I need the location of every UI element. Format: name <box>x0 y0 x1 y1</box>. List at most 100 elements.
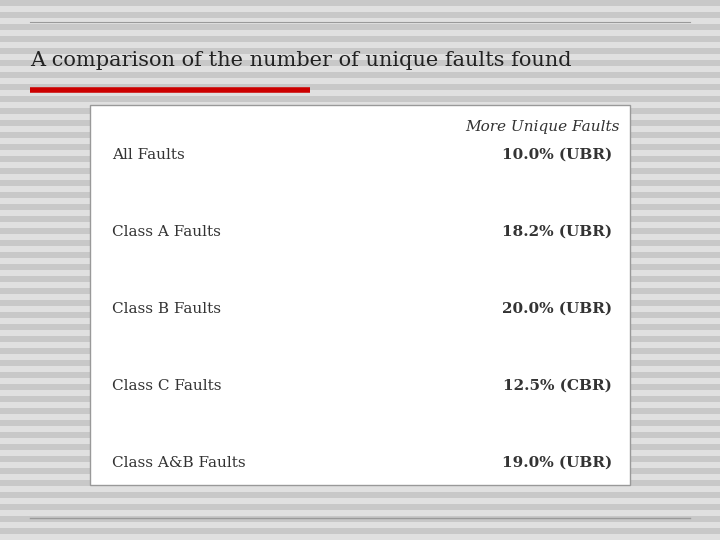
Bar <box>0 96 720 102</box>
Bar <box>0 492 720 498</box>
Bar <box>0 186 720 192</box>
Bar <box>0 408 720 414</box>
Bar <box>0 108 720 114</box>
Bar <box>0 54 720 60</box>
Bar <box>0 342 720 348</box>
Bar <box>0 0 720 6</box>
Text: 19.0% (UBR): 19.0% (UBR) <box>502 456 612 470</box>
Bar <box>0 18 720 24</box>
Bar <box>0 24 720 30</box>
Bar <box>0 372 720 378</box>
Bar <box>0 378 720 384</box>
Text: 12.5% (CBR): 12.5% (CBR) <box>503 379 612 393</box>
Bar <box>0 102 720 108</box>
Bar <box>0 402 720 408</box>
Bar <box>0 210 720 216</box>
Bar <box>0 42 720 48</box>
Bar <box>0 366 720 372</box>
Bar <box>0 324 720 330</box>
Bar <box>0 258 720 264</box>
Bar <box>0 294 720 300</box>
Bar <box>0 510 720 516</box>
Bar <box>0 306 720 312</box>
Bar <box>0 222 720 228</box>
Bar <box>0 138 720 144</box>
Bar <box>0 228 720 234</box>
Bar <box>0 288 720 294</box>
Bar <box>0 216 720 222</box>
Bar <box>0 240 720 246</box>
Text: All Faults: All Faults <box>112 148 185 162</box>
Bar <box>0 180 720 186</box>
Bar <box>0 48 720 54</box>
Bar <box>0 30 720 36</box>
Bar <box>0 534 720 540</box>
Text: Class A Faults: Class A Faults <box>112 225 221 239</box>
Bar <box>0 276 720 282</box>
Bar <box>0 204 720 210</box>
Bar <box>0 246 720 252</box>
Bar <box>0 126 720 132</box>
Bar <box>0 120 720 126</box>
Bar <box>0 174 720 180</box>
Bar <box>0 384 720 390</box>
Bar <box>0 414 720 420</box>
Text: Class C Faults: Class C Faults <box>112 379 222 393</box>
Bar <box>0 12 720 18</box>
Bar <box>0 498 720 504</box>
Bar <box>0 390 720 396</box>
Bar <box>0 252 720 258</box>
Bar <box>0 300 720 306</box>
Bar <box>0 192 720 198</box>
Bar <box>0 522 720 528</box>
Text: A comparison of the number of unique faults found: A comparison of the number of unique fau… <box>30 51 572 70</box>
Bar <box>0 162 720 168</box>
Bar <box>0 432 720 438</box>
Text: More Unique Faults: More Unique Faults <box>466 120 620 134</box>
Bar <box>0 336 720 342</box>
Bar <box>0 528 720 534</box>
Bar <box>0 66 720 72</box>
Bar <box>0 474 720 480</box>
Bar <box>0 420 720 426</box>
Bar <box>0 468 720 474</box>
Bar <box>0 60 720 66</box>
Bar <box>0 438 720 444</box>
Bar <box>0 462 720 468</box>
Bar <box>0 480 720 486</box>
Bar <box>0 360 720 366</box>
Bar <box>0 6 720 12</box>
Bar <box>0 36 720 42</box>
Bar <box>0 516 720 522</box>
Bar <box>0 84 720 90</box>
Bar <box>0 198 720 204</box>
Bar <box>0 282 720 288</box>
Bar <box>0 444 720 450</box>
Bar <box>0 132 720 138</box>
Bar <box>0 486 720 492</box>
Bar <box>0 456 720 462</box>
Bar <box>0 234 720 240</box>
Bar <box>0 450 720 456</box>
Bar <box>0 396 720 402</box>
Text: Class B Faults: Class B Faults <box>112 302 221 316</box>
Bar <box>0 318 720 324</box>
Text: 10.0% (UBR): 10.0% (UBR) <box>502 148 612 162</box>
Bar <box>0 90 720 96</box>
Bar <box>90 105 630 485</box>
Bar <box>0 156 720 162</box>
Bar <box>0 150 720 156</box>
Bar <box>0 348 720 354</box>
Bar <box>0 144 720 150</box>
Bar <box>0 312 720 318</box>
Bar <box>0 504 720 510</box>
Bar <box>0 264 720 270</box>
Text: 18.2% (UBR): 18.2% (UBR) <box>502 225 612 239</box>
Bar <box>0 72 720 78</box>
Bar <box>0 330 720 336</box>
Bar <box>0 168 720 174</box>
Text: Class A&B Faults: Class A&B Faults <box>112 456 246 470</box>
Bar <box>0 270 720 276</box>
Bar <box>0 426 720 432</box>
Bar <box>0 114 720 120</box>
